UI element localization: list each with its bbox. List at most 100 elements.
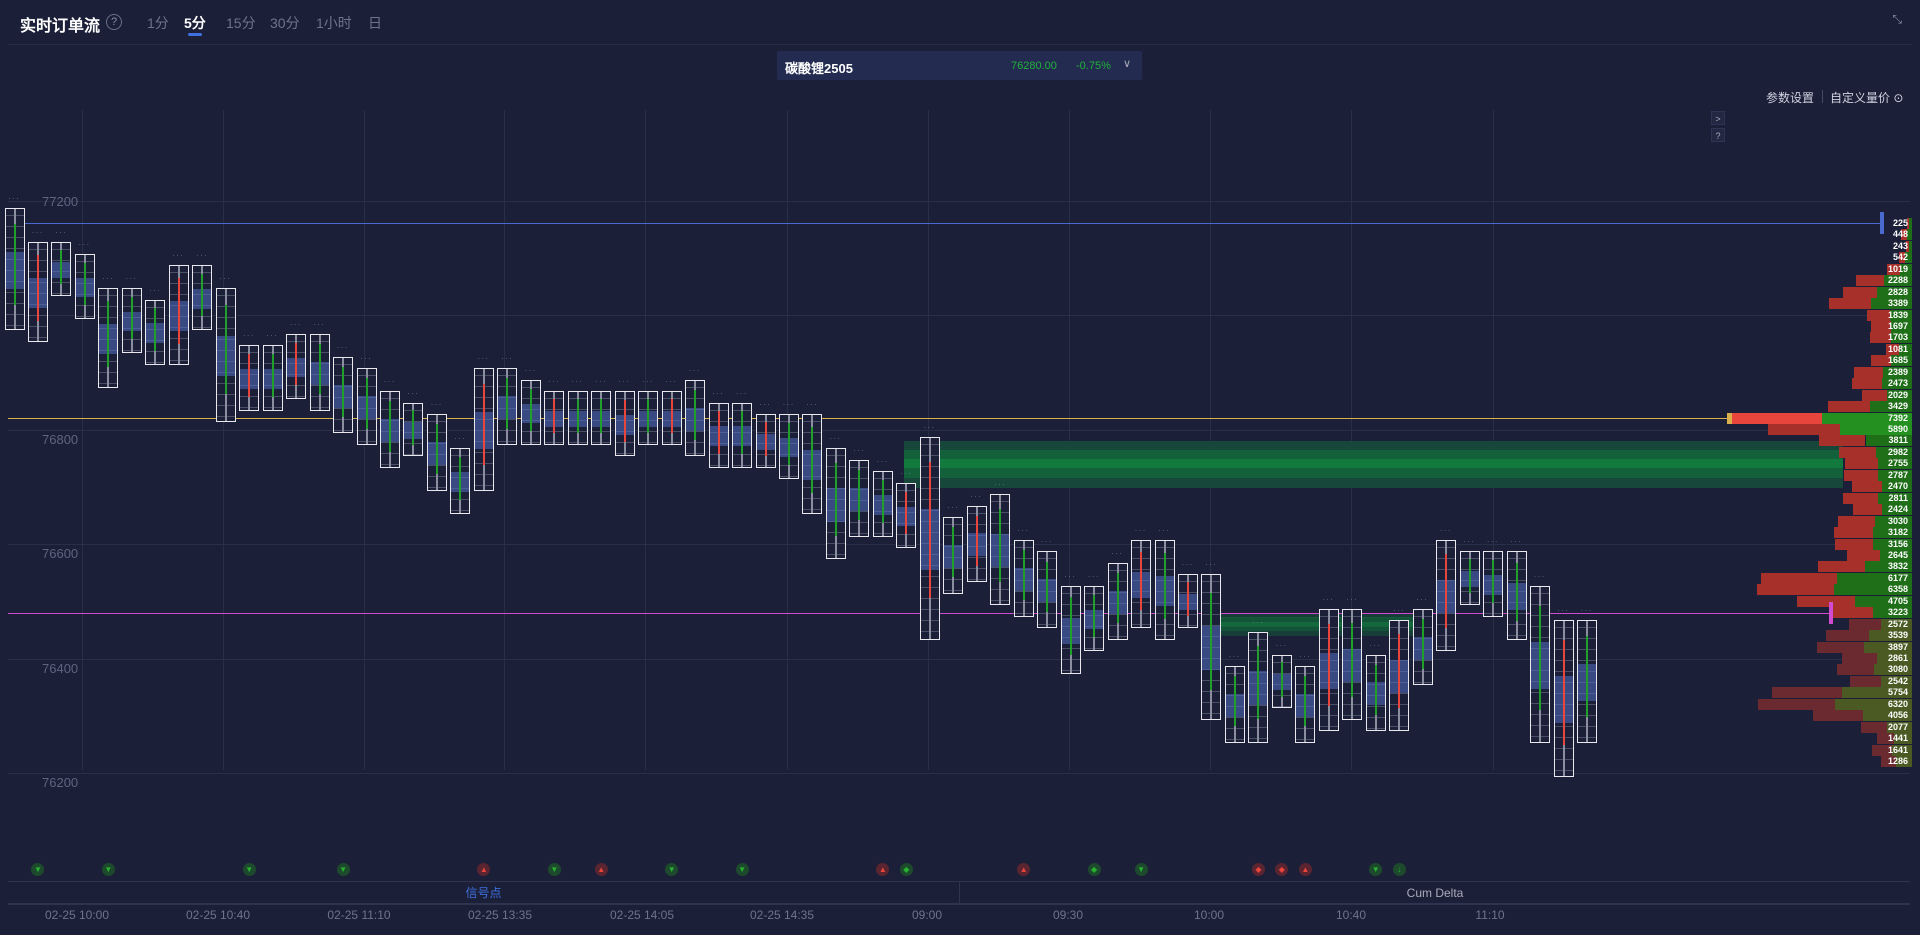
footprint-candle[interactable]: ··· bbox=[1436, 528, 1457, 652]
footprint-candle[interactable]: ··· bbox=[1271, 643, 1292, 709]
footprint-candle[interactable]: ··· bbox=[4, 196, 25, 331]
candle-body bbox=[1398, 634, 1401, 708]
footprint-candle[interactable]: ··· bbox=[1224, 654, 1245, 743]
footprint-candle[interactable]: ··· bbox=[1248, 620, 1269, 743]
footprint-candle[interactable]: ··· bbox=[426, 402, 447, 491]
tab-1min[interactable]: 1分 bbox=[147, 15, 169, 31]
footprint-candle[interactable]: ··· bbox=[1154, 528, 1175, 640]
footprint-candle[interactable]: ··· bbox=[239, 333, 260, 411]
volume-profile-value: 225 bbox=[1892, 217, 1908, 228]
footprint-candle[interactable]: ··· bbox=[333, 345, 354, 434]
footprint-candle[interactable]: ··· bbox=[1037, 539, 1058, 629]
footprint-candle[interactable]: ··· bbox=[403, 391, 424, 457]
instrument-selector[interactable]: 碳酸锂2505 76280.00 -0.75% ∨ bbox=[777, 51, 1142, 80]
footprint-candle[interactable]: ··· bbox=[262, 333, 283, 411]
footprint-candle[interactable]: ··· bbox=[286, 322, 307, 400]
footprint-candle[interactable]: ··· bbox=[380, 379, 401, 468]
footprint-candle[interactable]: ··· bbox=[755, 402, 776, 468]
candle-body bbox=[1163, 552, 1166, 619]
footprint-candle[interactable]: ··· bbox=[1483, 539, 1504, 617]
footprint-candle[interactable]: ··· bbox=[145, 288, 166, 365]
price-axis-label: 77200 bbox=[42, 193, 79, 209]
footprint-candle[interactable]: ··· bbox=[1459, 539, 1480, 606]
tab-15min[interactable]: 15分 bbox=[226, 15, 256, 31]
volume-zone-band bbox=[904, 477, 1843, 489]
footprint-candle[interactable]: ··· bbox=[802, 402, 823, 514]
footprint-candle[interactable]: ··· bbox=[473, 356, 494, 491]
footprint-candle[interactable]: ··· bbox=[1412, 597, 1433, 686]
footprint-candle[interactable]: ··· bbox=[708, 391, 729, 468]
footprint-candle[interactable]: ··· bbox=[356, 356, 377, 445]
footprint-candle[interactable]: ··· bbox=[27, 230, 48, 342]
footprint-candle[interactable]: ··· bbox=[849, 448, 870, 537]
volume-profile-value: 3030 bbox=[1887, 515, 1908, 526]
volume-profile-value: 4056 bbox=[1887, 710, 1908, 721]
candle-body bbox=[248, 354, 251, 397]
footprint-candle[interactable]: ··· bbox=[661, 379, 682, 445]
footprint-candle[interactable]: ··· bbox=[779, 402, 799, 480]
footprint-candle[interactable]: ··· bbox=[591, 379, 612, 445]
candle-delta-label: ··· bbox=[829, 436, 842, 443]
tab-30min[interactable]: 30分 bbox=[270, 15, 300, 31]
volume-profile-sell-bar bbox=[1818, 561, 1866, 573]
custom-volume-price-button[interactable]: 自定义量价 ⊙ bbox=[1830, 91, 1904, 105]
footprint-candle[interactable]: ··· bbox=[1107, 551, 1128, 640]
footprint-candle[interactable]: ··· bbox=[1553, 608, 1574, 777]
footprint-candle[interactable]: ··· bbox=[1178, 562, 1198, 629]
footprint-candle[interactable]: ··· bbox=[450, 436, 471, 514]
footprint-candle[interactable]: ··· bbox=[98, 276, 119, 388]
footprint-candle[interactable]: ··· bbox=[990, 482, 1011, 606]
footprint-candle[interactable]: ··· bbox=[1013, 528, 1034, 617]
params-settings-button[interactable]: 参数设置 bbox=[1766, 91, 1815, 105]
footprint-candle[interactable]: ··· bbox=[544, 379, 565, 445]
chart-help-button[interactable]: ? bbox=[1711, 128, 1725, 142]
footprint-candle[interactable]: ··· bbox=[309, 322, 330, 411]
volume-zone-band bbox=[904, 450, 1843, 461]
tab-day[interactable]: 日 bbox=[368, 15, 382, 31]
footprint-candle[interactable]: ··· bbox=[825, 436, 846, 560]
footprint-chart[interactable]: 77200 76800 76600 76400 76200 225 448 243 542 101… bbox=[0, 110, 1920, 880]
footprint-candle[interactable]: ··· bbox=[1506, 539, 1527, 640]
footprint-candle[interactable]: ··· bbox=[1084, 574, 1105, 652]
footprint-candle[interactable]: ··· bbox=[1295, 654, 1316, 743]
footprint-candle[interactable]: ··· bbox=[215, 276, 236, 423]
footprint-candle[interactable]: ··· bbox=[614, 379, 635, 457]
footprint-candle[interactable]: ··· bbox=[943, 505, 964, 594]
footprint-candle[interactable]: ··· bbox=[685, 368, 706, 457]
footprint-candle[interactable]: ··· bbox=[638, 379, 659, 445]
footprint-candle[interactable]: ··· bbox=[192, 253, 213, 331]
footprint-candle[interactable]: ··· bbox=[1342, 597, 1363, 720]
candle-body bbox=[764, 421, 767, 457]
footprint-candle[interactable]: ··· bbox=[74, 242, 95, 319]
expand-button[interactable]: > bbox=[1711, 111, 1725, 125]
tab-1hour[interactable]: 1小时 bbox=[316, 15, 352, 31]
tab-signals[interactable]: 信号点 bbox=[8, 882, 960, 904]
footprint-candle[interactable]: ··· bbox=[567, 379, 588, 445]
footprint-candle[interactable]: ··· bbox=[896, 471, 917, 548]
footprint-candle[interactable]: ··· bbox=[1201, 562, 1222, 720]
footprint-candle[interactable]: ··· bbox=[520, 368, 541, 445]
help-icon[interactable]: ? bbox=[106, 14, 122, 30]
footprint-candle[interactable]: ··· bbox=[1389, 608, 1410, 732]
footprint-candle[interactable]: ··· bbox=[872, 459, 893, 537]
footprint-candle[interactable]: ··· bbox=[1365, 643, 1386, 732]
footprint-candle[interactable]: ··· bbox=[497, 356, 518, 445]
footprint-candle[interactable]: ··· bbox=[1060, 574, 1081, 674]
candle-delta-label: ··· bbox=[8, 195, 21, 202]
time-axis-label: 11:10 bbox=[1475, 908, 1505, 922]
candle-delta-label: ··· bbox=[689, 367, 702, 374]
tab-cum-delta[interactable]: Cum Delta bbox=[1406, 886, 1464, 900]
footprint-candle[interactable]: ··· bbox=[966, 494, 987, 583]
footprint-candle[interactable]: ··· bbox=[168, 253, 189, 365]
tab-5min[interactable]: 5分 bbox=[184, 15, 206, 31]
footprint-candle[interactable]: ··· bbox=[919, 425, 940, 640]
footprint-candle[interactable]: ··· bbox=[732, 391, 753, 468]
collapse-icon[interactable]: ⤡ bbox=[1892, 12, 1902, 26]
candle-delta-label: ··· bbox=[1534, 573, 1547, 580]
footprint-candle[interactable]: ··· bbox=[1131, 528, 1152, 629]
footprint-candle[interactable]: ··· bbox=[1318, 597, 1339, 732]
footprint-candle[interactable]: ··· bbox=[1530, 574, 1551, 743]
footprint-candle[interactable]: ··· bbox=[51, 230, 72, 297]
footprint-candle[interactable]: ··· bbox=[121, 276, 142, 354]
footprint-candle[interactable]: ··· bbox=[1576, 608, 1597, 743]
